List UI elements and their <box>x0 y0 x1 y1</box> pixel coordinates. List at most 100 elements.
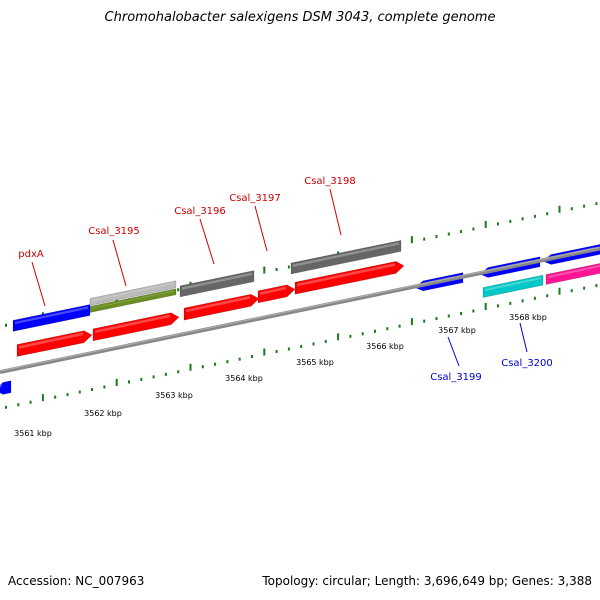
pdxA-cds <box>16 330 93 357</box>
inner-tick <box>78 390 81 394</box>
csal3198-gene-track <box>290 240 402 275</box>
inner-tick <box>103 385 106 389</box>
inner-tick <box>423 319 426 323</box>
csal3200-cds-shine <box>485 277 541 292</box>
gene-label-leader <box>519 322 528 353</box>
inner-tick <box>509 301 512 305</box>
kbp-tick-label: 3564 kbp <box>225 374 263 383</box>
gene-label-leader <box>254 205 268 252</box>
outer-tick <box>595 202 598 206</box>
csal3200-cds <box>482 274 544 298</box>
inner-tick <box>287 347 290 351</box>
inner-tick <box>484 302 487 310</box>
gene-label-leader <box>447 336 460 367</box>
inner-tick <box>570 289 573 293</box>
inner-tick <box>275 350 278 354</box>
inner-tick <box>447 314 450 318</box>
kbp-tick-label: 3565 kbp <box>296 358 334 367</box>
inner-tick <box>5 405 7 409</box>
outer-tick <box>509 219 512 223</box>
csal3198-cds <box>294 261 405 295</box>
outer-tick <box>423 237 426 241</box>
kbp-tick-label: 3567 kbp <box>438 326 476 335</box>
inner-tick <box>595 284 598 288</box>
inner-tick <box>300 344 303 348</box>
inner-tick <box>226 360 229 364</box>
gene-label: Csal_3195 <box>88 226 140 237</box>
inner-tick <box>201 365 204 369</box>
csal3196-cds <box>183 293 260 321</box>
inner-tick <box>386 327 389 331</box>
kbp-tick-label: 3563 kbp <box>155 391 193 400</box>
gene-label-leader <box>31 261 46 307</box>
inner-tick <box>583 286 586 290</box>
backbone-line <box>0 246 600 374</box>
outer-tick <box>558 205 561 213</box>
gene-label-leader <box>112 239 127 287</box>
inner-tick <box>349 334 352 338</box>
gene-label: Csal_3199 <box>430 372 482 383</box>
csal3198-cds-shine <box>297 263 395 287</box>
inner-tick <box>29 400 32 404</box>
inner-tick <box>17 403 20 407</box>
inner-tick <box>533 296 536 300</box>
csal3196-gene-track <box>179 270 255 298</box>
gene-label: Csal_3196 <box>174 206 226 217</box>
outer-tick <box>497 222 499 226</box>
left-edge-gene <box>0 380 12 395</box>
outer-tick <box>546 212 549 216</box>
inner-tick <box>374 329 376 333</box>
outer-tick <box>115 296 118 304</box>
inner-tick <box>128 380 130 384</box>
inner-tick <box>337 333 340 341</box>
inner-tick <box>140 377 143 381</box>
csal3198-gene-track-shine <box>293 242 399 267</box>
inner-tick <box>54 395 57 399</box>
outer-tick <box>472 227 475 231</box>
outer-tick <box>287 265 290 269</box>
csal3197-cds-shine <box>260 286 286 296</box>
csal3195-cds-shine <box>95 314 170 334</box>
left-edge-gene-shine <box>0 384 2 388</box>
inner-tick <box>521 299 524 303</box>
inner-tick <box>497 304 499 308</box>
kbp-tick-label: 3568 kbp <box>509 313 547 322</box>
csal3195-gene-track-shine <box>92 282 174 301</box>
inner-tick <box>214 362 217 366</box>
outer-tick <box>275 268 278 272</box>
pdxA-gene-track-shine <box>15 306 88 325</box>
backbone-highlight <box>0 246 600 372</box>
csal3195-feature-track <box>89 288 177 313</box>
genome-title: Chromohalobacter salexigens DSM 3043, co… <box>104 10 496 25</box>
csal3196-gene-track-shine <box>182 272 252 290</box>
inner-tick <box>546 294 549 298</box>
gene-label-leader <box>329 188 342 236</box>
inner-tick <box>189 363 192 371</box>
next-cds <box>545 263 600 285</box>
inner-tick <box>460 312 463 316</box>
outer-tick <box>484 220 487 228</box>
outer-tick <box>533 214 536 218</box>
pdxA-gene-track <box>12 304 91 332</box>
gene-label: Csal_3197 <box>229 193 281 204</box>
inner-tick <box>164 372 167 376</box>
inner-tick <box>435 317 438 321</box>
pdxA-cds-shine <box>19 332 83 349</box>
csal3195-cds <box>92 312 180 342</box>
kbp-tick-label: 3566 kbp <box>366 342 404 351</box>
outer-tick <box>460 230 463 234</box>
inner-tick <box>91 388 94 392</box>
genome-backbone <box>0 246 600 374</box>
inner-tick <box>472 309 475 313</box>
gene-label-leader <box>199 218 215 265</box>
inner-tick <box>177 370 180 374</box>
gene-label: pdxA <box>18 249 44 260</box>
inner-tick <box>398 324 401 328</box>
inner-tick <box>263 348 266 356</box>
inner-tick <box>312 342 315 346</box>
outer-tick <box>410 236 413 244</box>
accession-label: Accession: NC_007963 <box>8 574 145 588</box>
kbp-tick-label: 3561 kbp <box>14 429 52 438</box>
